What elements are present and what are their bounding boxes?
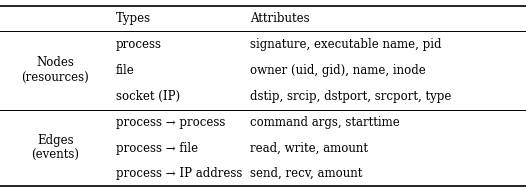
Text: Types: Types [116,12,151,25]
Text: process → process: process → process [116,116,225,129]
Text: Edges
(events): Edges (events) [31,134,79,162]
Text: send, recv, amount: send, recv, amount [250,167,362,180]
Text: socket (IP): socket (IP) [116,90,180,103]
Text: file: file [116,64,135,77]
Text: command args, starttime: command args, starttime [250,116,400,129]
Text: process → IP address: process → IP address [116,167,242,180]
Text: process → file: process → file [116,142,198,155]
Text: Nodes
(resources): Nodes (resources) [22,57,89,84]
Text: process: process [116,38,161,51]
Text: owner (uid, gid), name, inode: owner (uid, gid), name, inode [250,64,426,77]
Text: dstip, srcip, dstport, srcport, type: dstip, srcip, dstport, srcport, type [250,90,451,103]
Text: read, write, amount: read, write, amount [250,142,368,155]
Text: Attributes: Attributes [250,12,309,25]
Text: signature, executable name, pid: signature, executable name, pid [250,38,441,51]
